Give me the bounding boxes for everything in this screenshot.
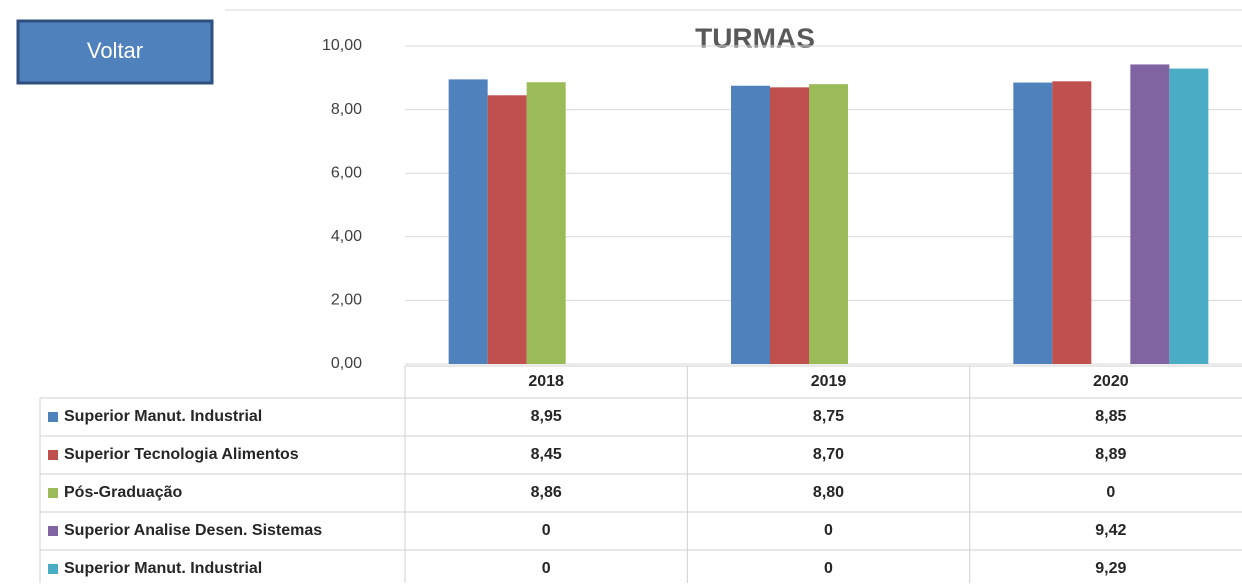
legend-label: Pós-Graduação xyxy=(64,484,182,501)
bar xyxy=(731,85,770,364)
bar xyxy=(487,95,527,364)
legend-swatch xyxy=(48,526,58,536)
y-tick-label: 10,00 xyxy=(322,37,362,54)
y-tick-label: 2,00 xyxy=(331,292,362,309)
data-label: 8,75 xyxy=(813,408,844,425)
bar xyxy=(526,82,566,364)
legend-label: Superior Manut. Industrial xyxy=(64,408,262,425)
legend-swatch xyxy=(48,450,58,460)
data-label: 8,45 xyxy=(531,446,562,463)
x-tick-label: 2018 xyxy=(528,373,564,390)
button-box[interactable] xyxy=(16,19,214,85)
chart-title: TURMAS xyxy=(695,22,815,53)
y-tick-label: 0,00 xyxy=(331,355,362,372)
data-label: 8,70 xyxy=(813,446,844,463)
data-label: 0 xyxy=(542,560,551,577)
data-label: 0 xyxy=(824,522,833,539)
bar xyxy=(770,87,809,364)
back-button[interactable]: Voltar xyxy=(16,19,214,85)
data-label: 8,86 xyxy=(531,484,562,501)
bar xyxy=(809,84,848,364)
data-label: 8,85 xyxy=(1095,408,1126,425)
y-tick-label: 8,00 xyxy=(331,101,362,118)
data-label: 8,80 xyxy=(813,484,844,501)
data-label: 0 xyxy=(824,560,833,577)
data-label: 8,89 xyxy=(1095,446,1126,463)
x-tick-label: 2019 xyxy=(811,373,847,390)
legend-label: Superior Tecnologia Alimentos xyxy=(64,446,299,463)
bar xyxy=(1013,82,1053,364)
data-label: 0 xyxy=(1106,484,1115,501)
legend-swatch xyxy=(48,488,58,498)
x-tick-label: 2020 xyxy=(1093,373,1129,390)
data-label: 9,29 xyxy=(1095,560,1126,577)
data-label: 0 xyxy=(542,522,551,539)
legend-label: Superior Analise Desen. Sistemas xyxy=(64,522,322,539)
legend-swatch xyxy=(48,564,58,574)
button-label[interactable]: Voltar xyxy=(87,38,143,63)
data-label: 9,42 xyxy=(1095,522,1126,539)
y-tick-label: 4,00 xyxy=(331,228,362,245)
data-label: 8,95 xyxy=(531,408,562,425)
legend-swatch xyxy=(48,412,58,422)
bar xyxy=(1130,64,1170,364)
bar xyxy=(448,79,488,364)
bar xyxy=(1169,68,1209,364)
bar xyxy=(1052,81,1092,364)
y-tick-label: 6,00 xyxy=(331,164,362,181)
legend-label: Superior Manut. Industrial xyxy=(64,560,262,577)
